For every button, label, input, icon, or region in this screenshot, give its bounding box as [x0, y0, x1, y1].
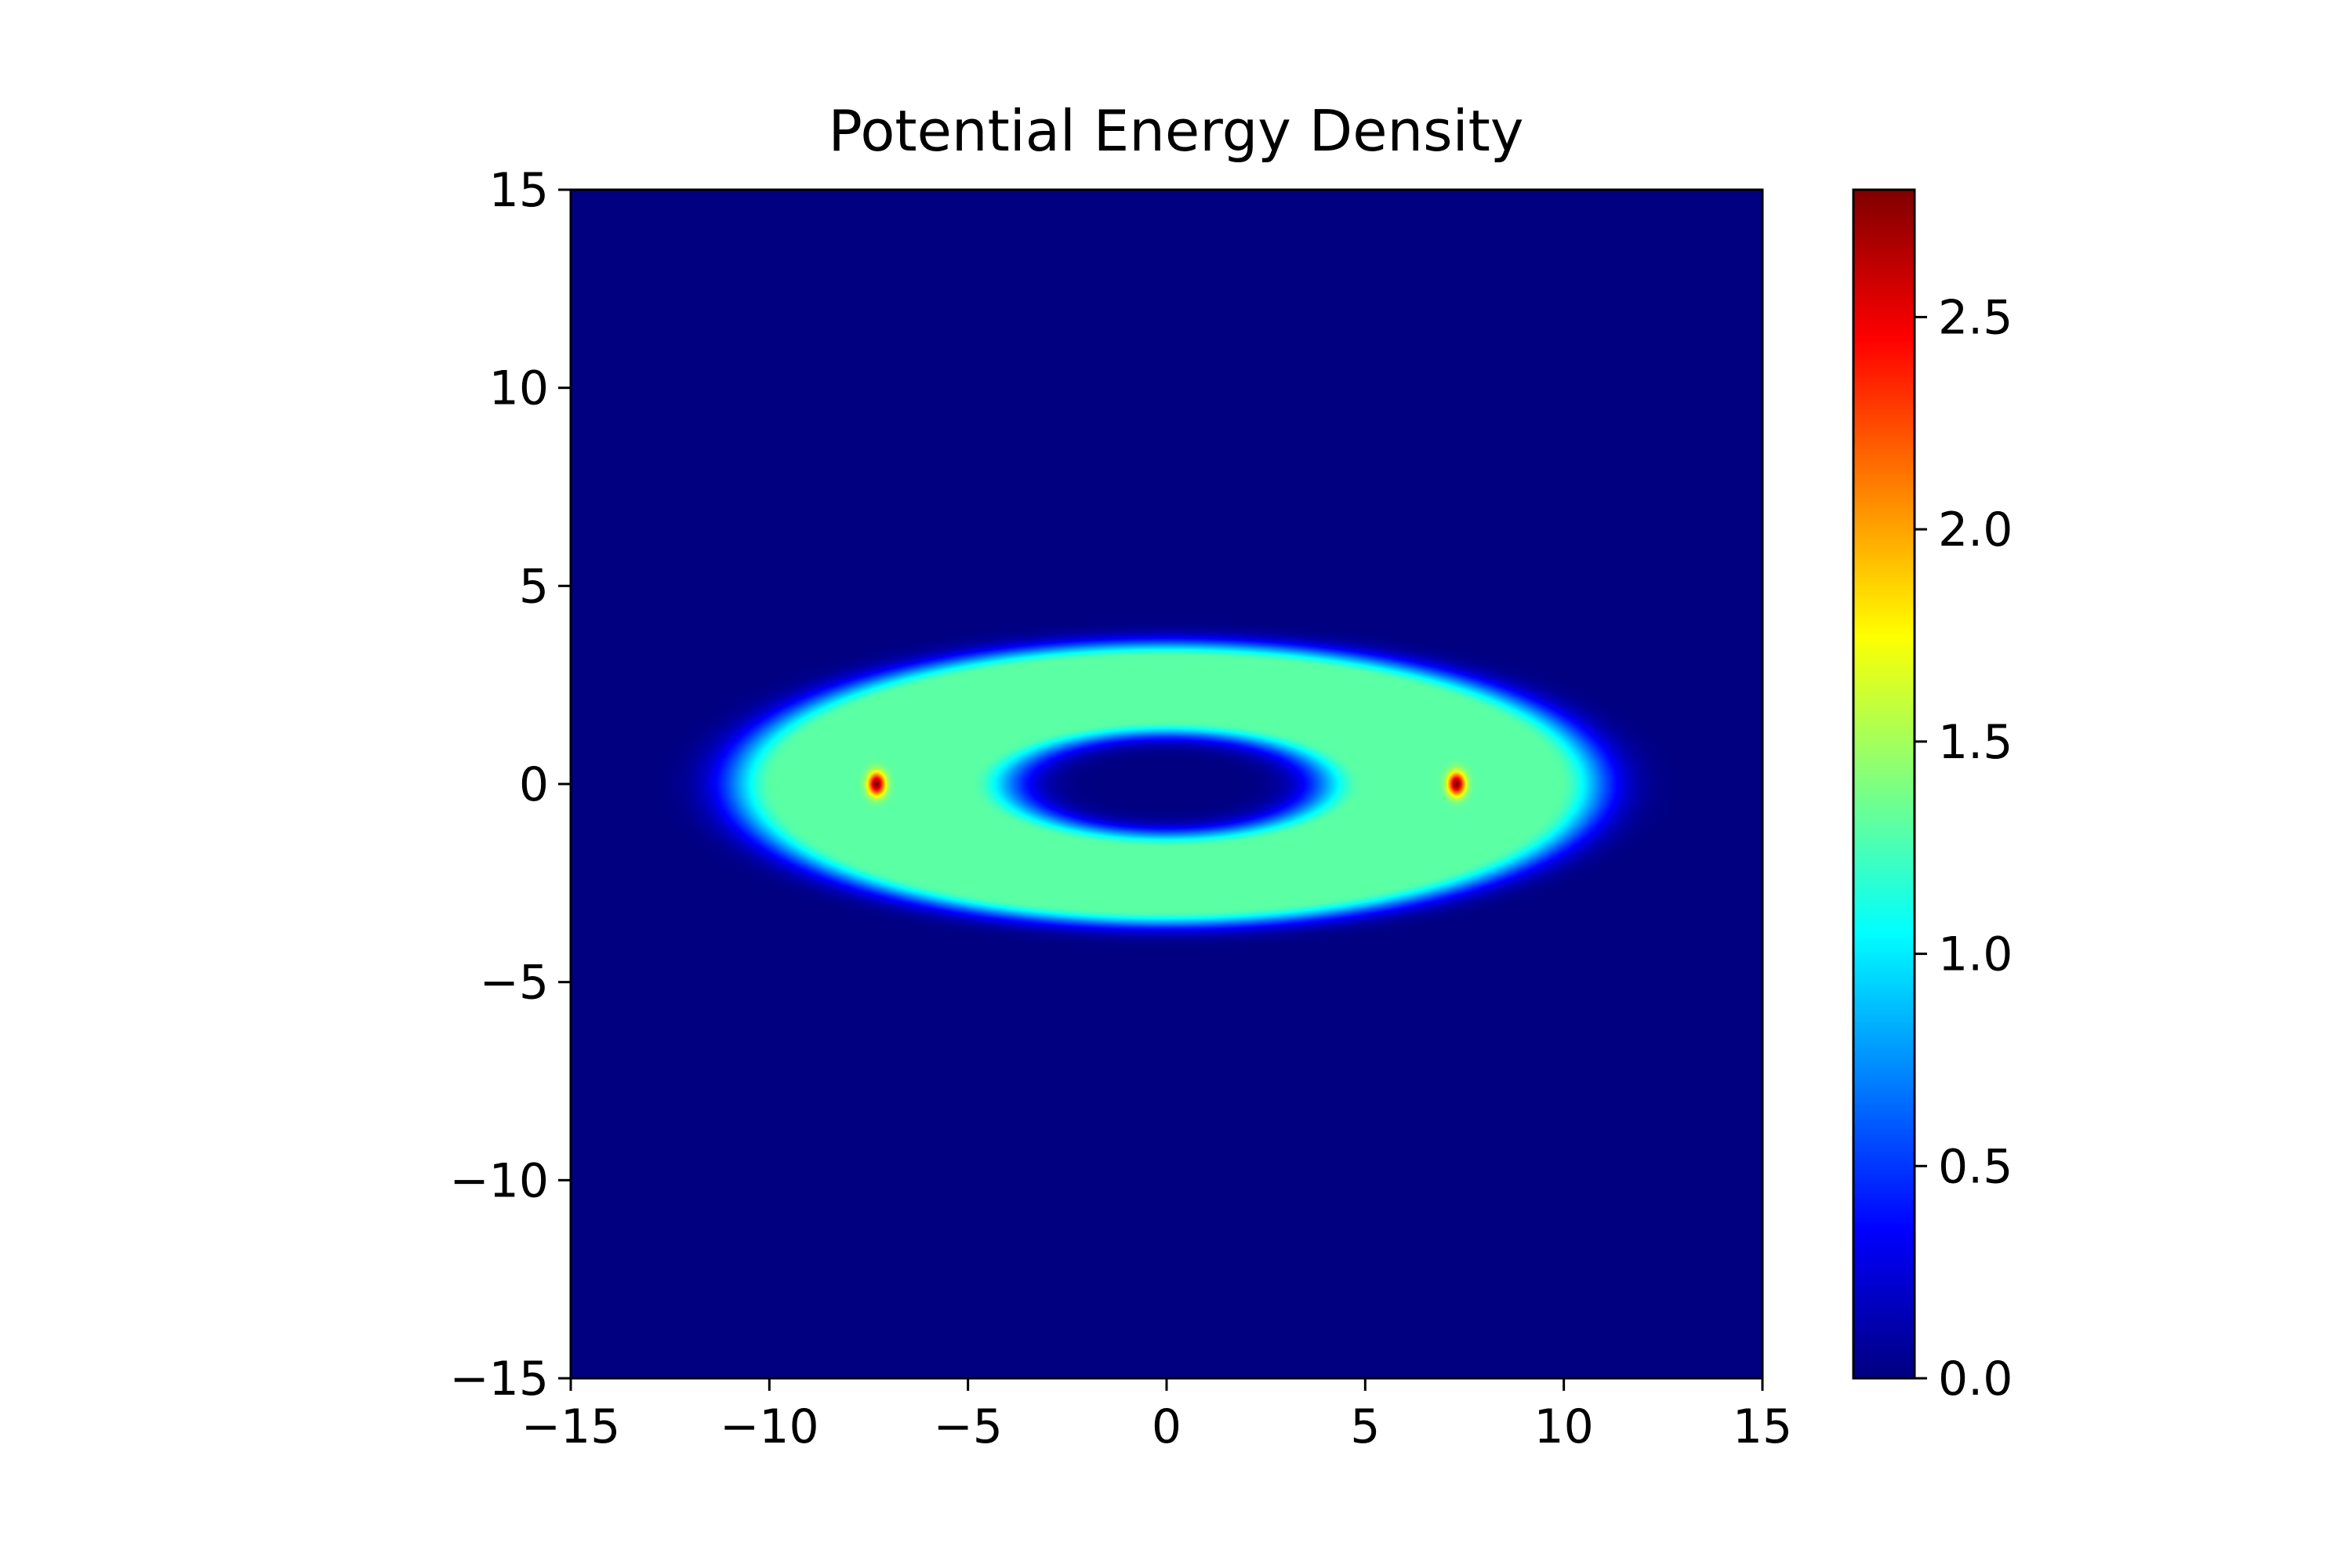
colorbar-ticks: 0.0 0.5 1.0 1.5 2.0 2.5 — [1915, 290, 2013, 1406]
colorbar-frame — [1852, 188, 1916, 1380]
y-tick-label: −10 — [449, 1153, 549, 1208]
y-axis: 15 10 5 0 −5 −10 −15 — [449, 163, 571, 1406]
x-tick-label: −5 — [933, 1399, 1002, 1454]
x-tick-label: 10 — [1534, 1399, 1593, 1454]
y-tick-label: 15 — [489, 163, 549, 218]
x-tick-label: −10 — [720, 1399, 819, 1454]
colorbar-tick-label: 2.0 — [1938, 503, 2013, 557]
y-tick-label: 0 — [519, 757, 549, 812]
y-tick-label: 10 — [489, 361, 549, 416]
colorbar-tick-label: 0.5 — [1938, 1139, 2013, 1194]
x-axis: −15 −10 −5 0 5 10 15 — [521, 1378, 1792, 1454]
colorbar-tick-label: 0.0 — [1938, 1352, 2013, 1406]
colorbar-tick-label: 2.5 — [1938, 290, 2013, 345]
y-tick-label: −15 — [449, 1352, 549, 1406]
y-tick-label: 5 — [519, 559, 549, 614]
y-tick-label: −5 — [480, 956, 549, 1011]
x-tick-label: −15 — [521, 1399, 621, 1454]
x-tick-label: 0 — [1152, 1399, 1181, 1454]
colorbar-gradient — [1853, 190, 1915, 1378]
colorbar-tick-label: 1.5 — [1938, 715, 2013, 770]
colorbar-tick-label: 1.0 — [1938, 927, 2013, 982]
chart-title: Potential Energy Density — [829, 98, 1524, 164]
x-tick-label: 15 — [1733, 1399, 1792, 1454]
heatmap-image — [571, 190, 1762, 1378]
colorbar: 0.0 0.5 1.0 1.5 2.0 2.5 — [1852, 188, 2013, 1406]
heatmap-plot-area — [569, 188, 1764, 1380]
x-tick-label: 5 — [1350, 1399, 1380, 1454]
